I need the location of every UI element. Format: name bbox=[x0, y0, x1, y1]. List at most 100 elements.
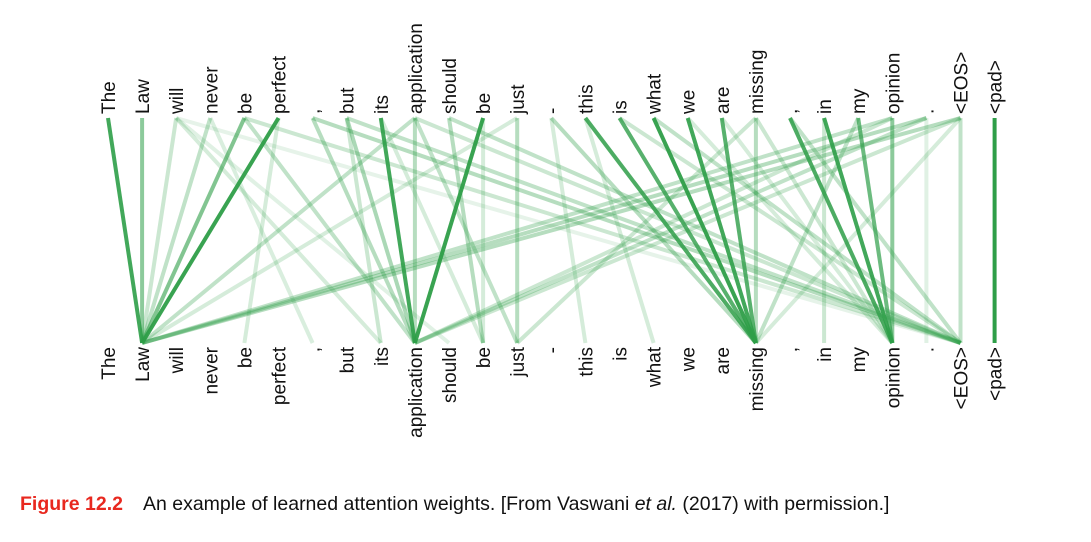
top-token-label: this bbox=[576, 84, 597, 114]
top-token-label: are bbox=[713, 87, 734, 114]
top-token-label: we bbox=[679, 90, 700, 115]
bottom-token-label: we bbox=[679, 347, 700, 372]
attention-line bbox=[754, 116, 895, 345]
bottom-token-label: should bbox=[440, 347, 461, 403]
bottom-token-label: - bbox=[542, 347, 563, 353]
attention-lines bbox=[106, 116, 997, 345]
attention-line bbox=[378, 117, 485, 344]
attention-line bbox=[822, 117, 895, 344]
attention-line bbox=[413, 117, 520, 344]
attention-line bbox=[651, 117, 758, 344]
bottom-token-label: Law bbox=[133, 347, 154, 382]
bottom-token-label: in bbox=[815, 347, 836, 362]
bottom-token-label: are bbox=[713, 347, 734, 374]
attention-line bbox=[242, 117, 281, 344]
bottom-token-label: application bbox=[406, 347, 427, 438]
bottom-token-label: be bbox=[474, 347, 495, 368]
attention-line bbox=[310, 117, 417, 344]
attention-line bbox=[549, 116, 758, 345]
top-token-label: is bbox=[611, 100, 632, 114]
bottom-token-label: what bbox=[645, 346, 666, 388]
attention-line bbox=[141, 116, 519, 345]
figure-caption: Figure 12.2 An example of learned attenti… bbox=[20, 493, 1085, 516]
attention-line bbox=[141, 116, 962, 345]
attention-line bbox=[378, 117, 417, 344]
top-token-label: just bbox=[508, 84, 529, 115]
attention-line bbox=[174, 116, 451, 345]
top-token-label: , bbox=[304, 109, 325, 114]
top-token-label: my bbox=[849, 88, 870, 114]
attention-line bbox=[140, 117, 213, 344]
top-token-label: what bbox=[645, 73, 666, 115]
attention-line bbox=[685, 117, 758, 344]
attention-line bbox=[414, 116, 962, 345]
bottom-token-label: , bbox=[781, 347, 802, 352]
attention-line bbox=[754, 117, 861, 344]
bottom-token-label: is bbox=[611, 347, 632, 361]
bottom-token-label: be bbox=[235, 347, 256, 368]
bottom-token-label: will bbox=[167, 347, 188, 374]
attention-line bbox=[414, 116, 894, 345]
top-token-label: <EOS> bbox=[952, 52, 973, 114]
attention-line bbox=[175, 116, 962, 345]
top-token-labels: The Law will never be perfect, but its applicati… bbox=[99, 23, 1007, 115]
attention-line bbox=[140, 117, 179, 344]
top-token-label: The bbox=[99, 81, 120, 114]
top-token-label: missing bbox=[747, 50, 768, 114]
caption-text: An example of learned attention weights.… bbox=[142, 493, 635, 515]
attention-line bbox=[311, 116, 962, 345]
attention-line bbox=[140, 117, 247, 344]
attention-line bbox=[447, 117, 486, 344]
attention-line bbox=[106, 117, 145, 344]
attention-line bbox=[140, 116, 281, 345]
attention-line bbox=[719, 117, 758, 344]
attention-line bbox=[174, 116, 383, 345]
bottom-token-label: , bbox=[304, 347, 325, 352]
attention-line bbox=[140, 116, 417, 345]
top-token-label: will bbox=[167, 88, 188, 115]
attention-line bbox=[754, 116, 962, 345]
attention-line bbox=[583, 117, 656, 344]
attention-line bbox=[618, 116, 962, 345]
attention-line bbox=[141, 116, 893, 345]
bottom-token-label: <EOS> bbox=[952, 347, 973, 409]
attention-line bbox=[346, 116, 962, 345]
attention-line bbox=[720, 116, 894, 345]
bottom-token-label: missing bbox=[747, 347, 768, 411]
bottom-token-label: . bbox=[917, 347, 938, 352]
attention-line bbox=[412, 117, 486, 344]
top-token-label: - bbox=[542, 108, 563, 114]
top-token-label: Law bbox=[133, 79, 154, 114]
bottom-token-label: perfect bbox=[270, 346, 291, 405]
top-token-label: application bbox=[406, 23, 427, 114]
top-token-label: but bbox=[338, 87, 359, 114]
attention-line bbox=[344, 117, 417, 344]
bottom-token-labels: The Law will never be perfect, but its applicati… bbox=[99, 346, 1007, 438]
top-token-label: opinion bbox=[883, 53, 904, 114]
attention-line bbox=[243, 116, 962, 345]
top-token-label: never bbox=[201, 66, 222, 114]
bottom-token-label: this bbox=[576, 347, 597, 377]
top-token-label: should bbox=[440, 58, 461, 114]
bottom-token-label: but bbox=[338, 346, 359, 373]
bottom-token-label: never bbox=[201, 346, 222, 394]
top-token-label: be bbox=[474, 93, 495, 114]
top-token-label: perfect bbox=[270, 55, 291, 114]
top-token-label: be bbox=[235, 93, 256, 114]
top-token-label: , bbox=[781, 109, 802, 114]
caption-text-end: (2017) with permission.] bbox=[676, 493, 890, 515]
attention-line bbox=[344, 117, 383, 344]
attention-line bbox=[617, 116, 758, 345]
top-token-label: . bbox=[917, 109, 938, 114]
attention-line bbox=[515, 116, 758, 345]
attention-line bbox=[414, 116, 928, 345]
top-token-label: <pad> bbox=[986, 60, 1007, 114]
bottom-token-label: <pad> bbox=[986, 347, 1007, 401]
attention-line bbox=[141, 116, 927, 345]
attention-line bbox=[549, 117, 588, 344]
attention-line bbox=[652, 116, 962, 345]
bottom-token-label: my bbox=[849, 347, 870, 373]
caption-text-italic: et al. bbox=[634, 493, 677, 515]
bottom-token-label: opinion bbox=[883, 347, 904, 408]
bottom-token-label: just bbox=[508, 346, 529, 377]
